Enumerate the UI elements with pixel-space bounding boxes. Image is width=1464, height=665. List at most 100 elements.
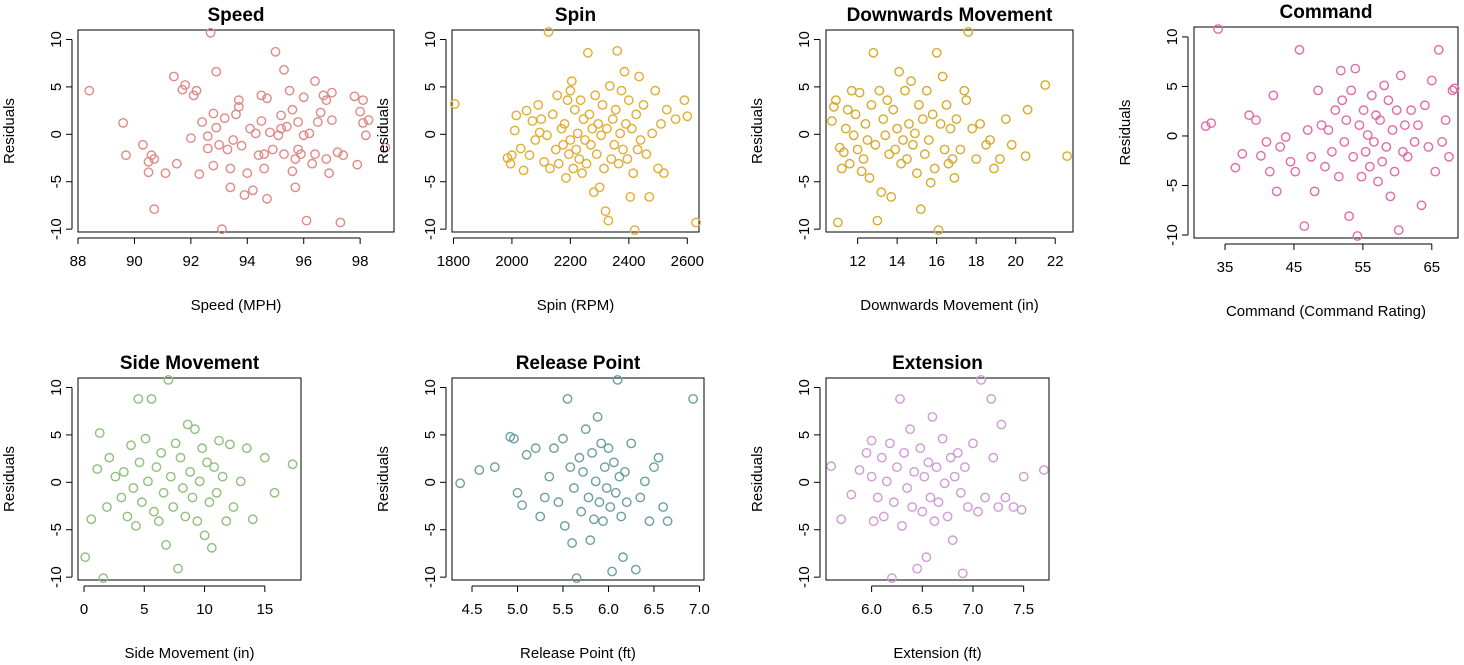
data-point xyxy=(533,100,544,110)
data-point xyxy=(1346,85,1357,96)
x-tick-label: 14 xyxy=(889,253,906,270)
data-point xyxy=(360,130,371,141)
data-point xyxy=(858,154,869,164)
data-point xyxy=(219,113,230,124)
data-point xyxy=(629,225,640,236)
data-point xyxy=(996,419,1007,430)
data-point xyxy=(616,85,627,96)
data-point xyxy=(864,172,875,183)
data-point xyxy=(197,443,208,454)
data-point xyxy=(1237,148,1248,159)
data-point xyxy=(921,85,932,96)
data-point xyxy=(959,85,970,96)
data-point xyxy=(935,119,946,129)
data-point xyxy=(214,139,225,150)
data-point xyxy=(612,374,623,385)
data-point xyxy=(952,447,963,458)
data-point xyxy=(569,483,579,493)
x-tick-label: 7.0 xyxy=(689,601,710,618)
x-tick-label: 96 xyxy=(295,253,312,270)
data-point xyxy=(521,105,532,116)
data-point xyxy=(618,144,628,155)
data-point xyxy=(632,144,643,155)
data-point xyxy=(170,438,181,449)
data-point xyxy=(136,497,147,508)
data-point xyxy=(1268,90,1279,101)
data-point xyxy=(1406,105,1417,116)
data-point xyxy=(571,144,582,155)
data-point xyxy=(640,476,650,487)
data-point xyxy=(905,424,915,435)
data-point xyxy=(168,71,179,82)
data-point xyxy=(583,47,593,58)
data-point xyxy=(846,489,857,500)
data-point xyxy=(256,90,267,101)
data-point xyxy=(927,109,938,120)
data-point xyxy=(1413,120,1423,131)
x-tick-label: 5.0 xyxy=(507,601,528,618)
data-point xyxy=(539,156,549,167)
data-point xyxy=(321,154,332,164)
data-point xyxy=(1018,471,1029,482)
x-axis-label: Command (Command Rating) xyxy=(1226,303,1426,320)
data-point xyxy=(1256,150,1266,161)
data-point xyxy=(904,119,914,129)
data-point xyxy=(912,168,922,179)
x-tick-label: 0 xyxy=(80,601,88,618)
data-point xyxy=(206,542,217,553)
data-point xyxy=(259,452,270,463)
data-point xyxy=(625,191,636,202)
data-point xyxy=(919,471,930,482)
x-tick-label: 16 xyxy=(928,253,945,270)
y-tick-label: -5 xyxy=(422,523,439,536)
y-tick-label: -5 xyxy=(796,175,813,188)
data-point xyxy=(177,84,188,95)
data-point xyxy=(553,158,564,169)
plot-frame xyxy=(451,377,705,581)
x-tick-label: 2200 xyxy=(554,253,587,270)
data-point xyxy=(188,90,199,101)
data-point xyxy=(86,514,97,525)
data-point xyxy=(182,419,193,430)
data-point xyxy=(603,443,614,454)
data-point xyxy=(564,149,574,160)
data-point xyxy=(312,117,323,127)
data-point xyxy=(148,506,159,517)
x-axis-label: Extension (ft) xyxy=(893,645,981,662)
x-tick-label: 12 xyxy=(849,253,866,270)
data-point xyxy=(1423,141,1434,152)
data-point xyxy=(631,109,642,120)
data-point xyxy=(142,476,153,487)
x-tick-label: 2600 xyxy=(671,253,704,270)
data-point xyxy=(1373,176,1383,187)
y-axis-label: Residuals xyxy=(1,98,18,164)
data-point xyxy=(1285,156,1296,167)
data-point xyxy=(84,85,95,96)
data-point xyxy=(899,447,909,458)
y-tick-label: -10 xyxy=(796,218,813,240)
data-point xyxy=(1364,161,1375,172)
data-point xyxy=(338,150,349,161)
data-point xyxy=(638,100,649,110)
data-point xyxy=(208,160,219,171)
data-point xyxy=(897,521,907,531)
data-point xyxy=(335,217,346,228)
data-point xyxy=(1416,200,1427,211)
data-point xyxy=(995,154,1005,164)
data-point xyxy=(604,81,615,91)
data-point xyxy=(1313,85,1324,96)
data-point xyxy=(118,466,129,477)
data-point xyxy=(927,411,938,422)
data-point xyxy=(1022,104,1033,115)
data-point xyxy=(670,114,681,125)
y-tick-label: 0 xyxy=(422,478,439,486)
data-point xyxy=(917,114,928,125)
data-point xyxy=(1294,44,1305,55)
data-point xyxy=(929,516,940,527)
data-point xyxy=(662,516,673,527)
data-point xyxy=(688,393,698,404)
data-point xyxy=(937,433,948,444)
data-point xyxy=(600,206,611,217)
data-point xyxy=(609,457,619,468)
data-point xyxy=(1320,161,1330,172)
